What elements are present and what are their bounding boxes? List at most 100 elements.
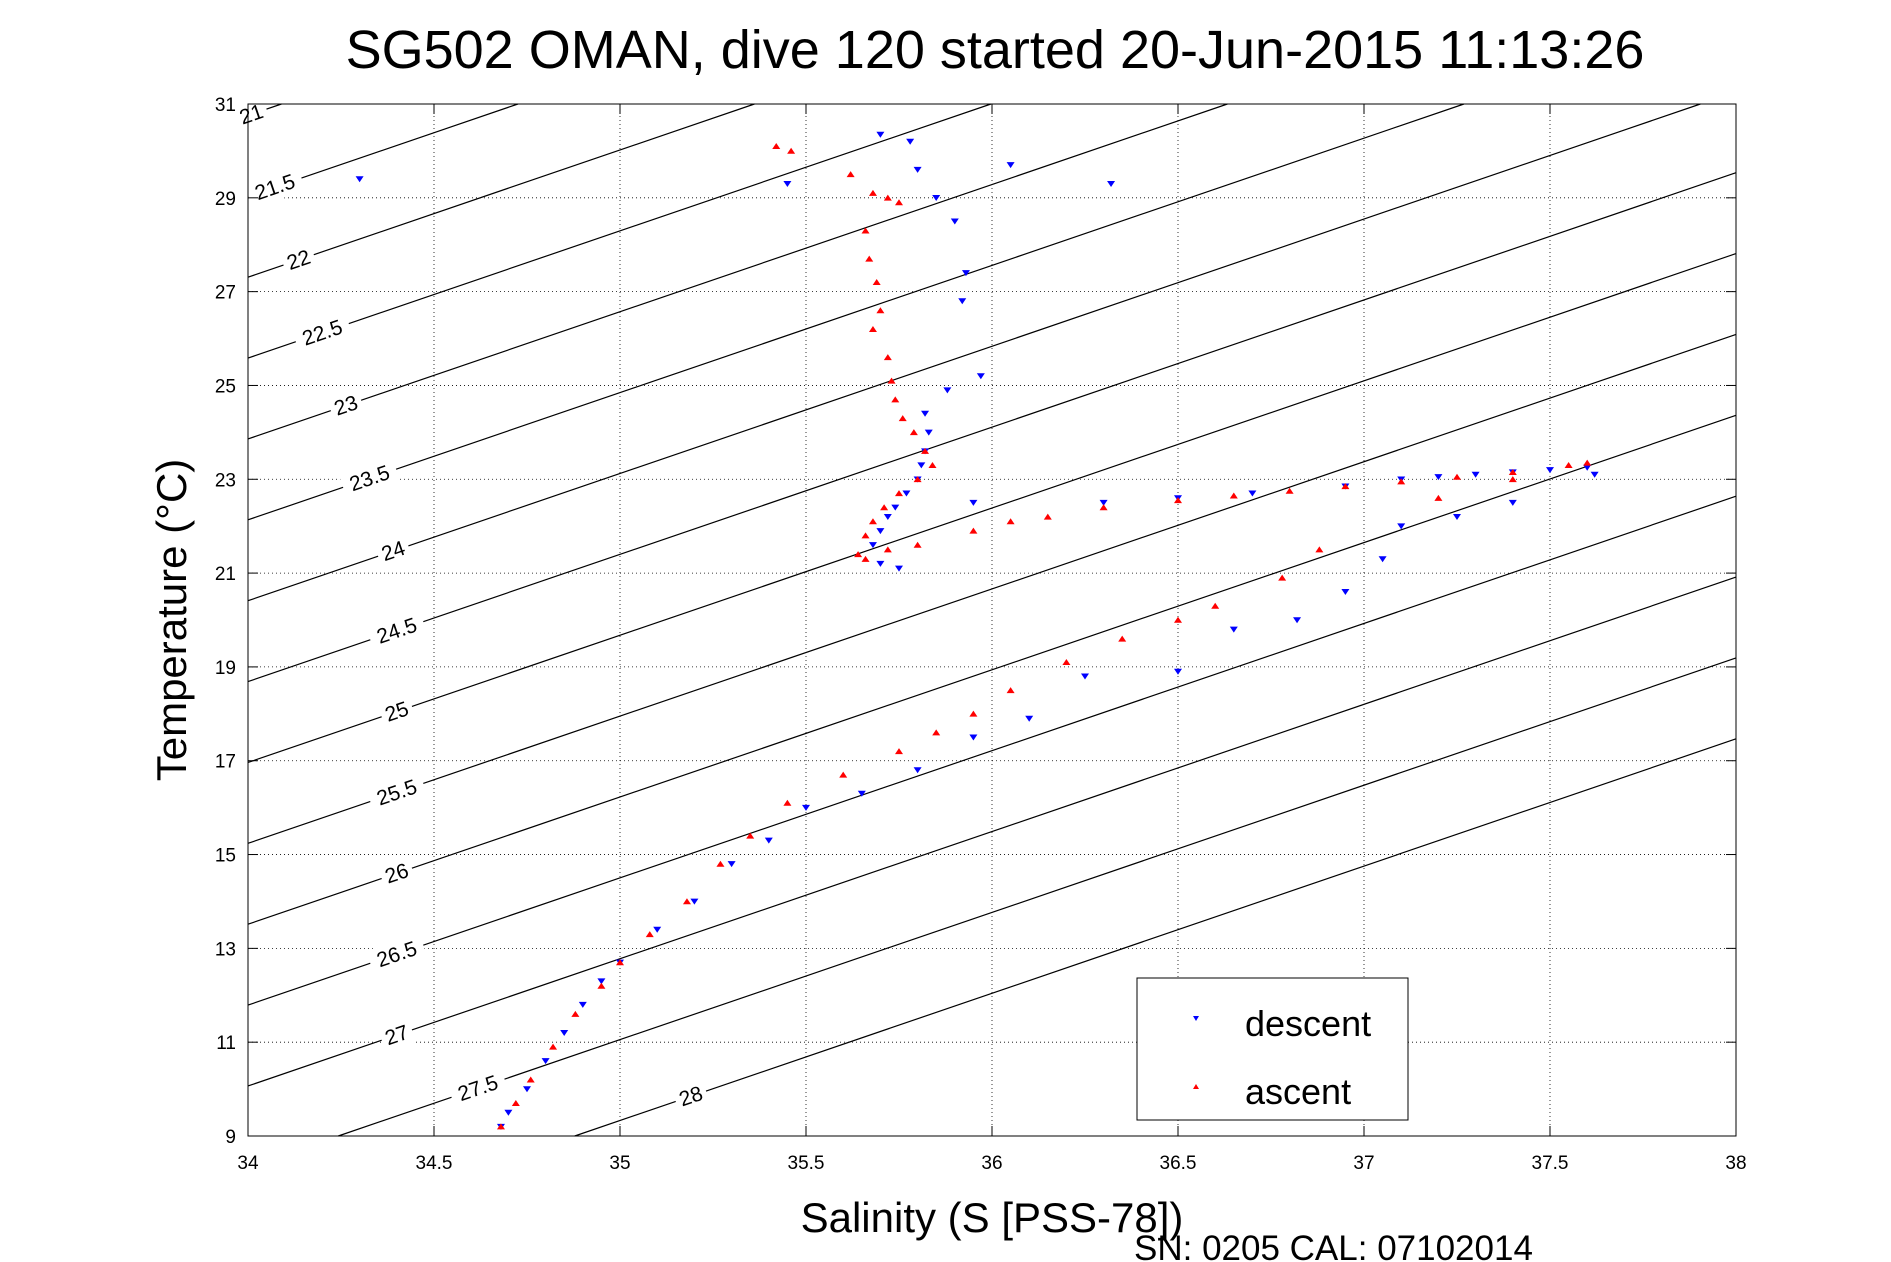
descent-point xyxy=(1590,471,1599,478)
descent-point xyxy=(943,387,952,394)
descent-point xyxy=(883,514,892,520)
ascent-point xyxy=(880,504,889,511)
ascent-point xyxy=(1508,469,1517,476)
descent-point xyxy=(1378,556,1387,563)
y-tick-label: 15 xyxy=(215,846,236,867)
ascent-point xyxy=(597,982,606,989)
isopycnal-line xyxy=(247,103,755,278)
ascent-point xyxy=(1278,574,1287,581)
y-axis-title: Temperature (°C) xyxy=(148,459,195,782)
ascent-point xyxy=(1315,546,1324,553)
y-tick-label: 13 xyxy=(215,939,236,960)
isopycnal-line xyxy=(247,253,1737,764)
ascent-point xyxy=(746,832,755,839)
y-tick-label: 19 xyxy=(215,658,236,679)
ascent-point xyxy=(921,447,930,454)
isopycnal-line xyxy=(247,414,1737,925)
descent-point xyxy=(504,1109,513,1116)
x-tick-label: 36 xyxy=(981,1153,1002,1174)
isopycnal-label-bg xyxy=(377,694,417,730)
ascent-point xyxy=(1211,602,1220,609)
ascent-point xyxy=(1174,497,1182,504)
density-contours: 2121.52222.52323.52424.52525.52626.52727… xyxy=(232,96,1737,1137)
isopycnal-label-bg xyxy=(366,932,428,976)
isopycnal-label-bg xyxy=(373,533,413,569)
ascent-point xyxy=(898,415,907,422)
ascent-point xyxy=(783,799,792,806)
x-tick-label: 37 xyxy=(1353,1153,1374,1174)
ascent-point xyxy=(876,307,885,314)
isopycnal-label-bg xyxy=(671,1078,711,1114)
ascent-point xyxy=(861,555,870,562)
x-tick-label: 38 xyxy=(1725,1153,1746,1174)
ascent-point xyxy=(1508,476,1517,483)
descent-point xyxy=(876,560,885,567)
ascent-point xyxy=(682,898,691,905)
descent-point xyxy=(764,837,773,844)
ascent-point xyxy=(865,255,874,262)
isopycnal-line xyxy=(247,103,1701,602)
ascent-point xyxy=(932,729,941,736)
descent-point xyxy=(913,767,922,774)
ascent-point xyxy=(868,189,877,196)
isopycnal-label-bg xyxy=(232,96,271,132)
descent-point xyxy=(1006,162,1015,169)
ascent-point xyxy=(1174,616,1182,623)
isopycnal-line xyxy=(247,103,992,359)
ascent-point xyxy=(716,860,725,867)
descent-point xyxy=(727,861,736,868)
ascent-point xyxy=(549,1043,558,1050)
descent-point xyxy=(1453,514,1461,520)
y-tick-label: 25 xyxy=(215,376,236,397)
ascent-point xyxy=(868,325,877,332)
ascent-point xyxy=(969,710,978,717)
descent-point xyxy=(969,499,978,506)
y-tick-label: 27 xyxy=(215,283,236,304)
descent-point xyxy=(868,542,877,549)
x-tick-label: 35.5 xyxy=(788,1153,825,1174)
ascent-point xyxy=(1341,483,1350,490)
descent-point xyxy=(1174,668,1182,675)
descent-point xyxy=(1397,523,1406,530)
legend-box xyxy=(1136,977,1409,1121)
ascent-point xyxy=(895,490,903,497)
descent-point xyxy=(1471,471,1480,478)
ascent-point xyxy=(571,1010,580,1017)
isopycnal-line xyxy=(247,333,1737,844)
ascent-point xyxy=(883,546,892,553)
grid-lines xyxy=(248,104,1736,1136)
isopycnal-line xyxy=(247,103,1228,440)
ascent-point xyxy=(861,227,870,234)
descent-point xyxy=(541,1058,550,1065)
ascent-point xyxy=(1229,492,1238,499)
ascent-point xyxy=(787,147,796,154)
descent-point xyxy=(857,790,866,797)
x-tick-label: 36.5 xyxy=(1160,1153,1197,1174)
descent-point xyxy=(1081,673,1089,680)
descent-point xyxy=(976,373,985,380)
footer-calibration: SN: 0205 CAL: 07102014 xyxy=(1134,1229,1533,1262)
isopycnal-label-bg xyxy=(291,311,353,355)
isopycnal-label-bg xyxy=(366,771,428,814)
ascent-point xyxy=(895,199,903,206)
descent-point xyxy=(523,1086,531,1093)
isopycnal-label-bg xyxy=(447,1066,509,1110)
isopycnal-line xyxy=(247,495,1737,1006)
descent-point xyxy=(355,176,364,183)
x-tick-label: 34 xyxy=(237,1153,259,1174)
isopycnal-label-bg xyxy=(377,855,417,891)
ascent-point xyxy=(909,429,918,436)
isopycnal-line xyxy=(574,738,1737,1137)
y-tick-label: 9 xyxy=(225,1127,236,1148)
isopycnal-label-bg xyxy=(279,242,318,278)
descent-point xyxy=(1248,490,1257,497)
ascent-point xyxy=(1453,473,1461,480)
descent-point xyxy=(1508,499,1517,506)
ascent-point xyxy=(883,194,892,201)
descent-point xyxy=(1107,180,1116,187)
ascent-point xyxy=(1397,478,1406,485)
descent-point xyxy=(876,528,885,535)
ascent-series xyxy=(496,143,1592,1130)
ascent-point xyxy=(1285,487,1294,494)
y-tick-label: 23 xyxy=(215,470,236,491)
